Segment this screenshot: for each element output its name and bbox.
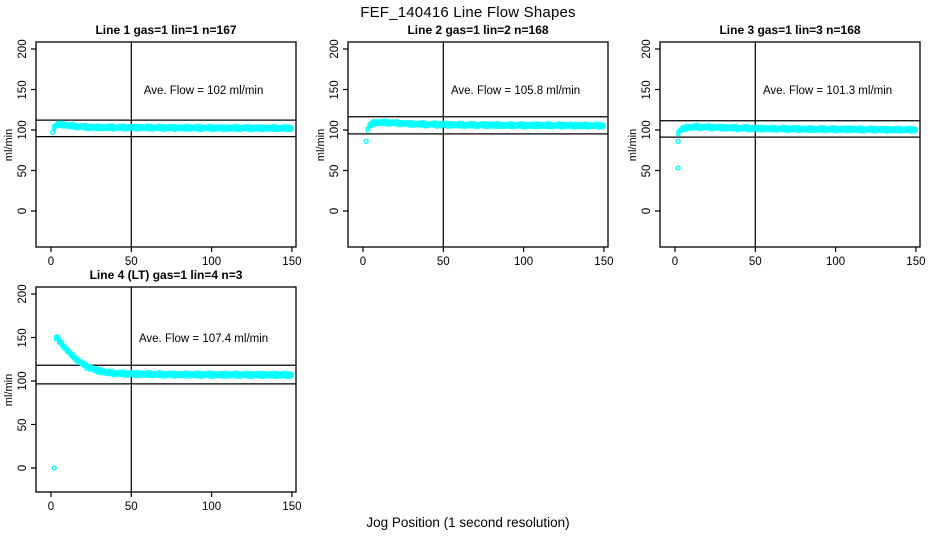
y-axis-unit-label: ml/min — [627, 128, 639, 161]
plot-box — [35, 286, 297, 493]
y-tick-label: 100 — [329, 120, 341, 140]
x-tick-label: 100 — [826, 256, 846, 268]
x-tick-label: 50 — [436, 256, 450, 268]
x-tick-label: 150 — [282, 501, 302, 513]
x-tick-label: 0 — [47, 501, 55, 513]
outlier-point — [675, 138, 681, 144]
x-tick-label: 150 — [906, 256, 926, 268]
y-tick-label: 200 — [641, 39, 653, 59]
x-tick-label: 150 — [594, 256, 614, 268]
ave-flow-annotation: Ave. Flow = 105.8 ml/min — [450, 85, 581, 98]
y-tick-label: 150 — [17, 327, 29, 348]
outlier-point — [49, 129, 56, 136]
y-axis-unit-label: ml/min — [315, 128, 327, 161]
data-points-group — [365, 118, 606, 133]
y-tick-label: 200 — [17, 284, 29, 304]
y-axis-unit-label: ml/min — [3, 373, 15, 406]
x-tick-label: 100 — [202, 501, 222, 513]
x-tick-label: 50 — [748, 256, 762, 268]
y-axis-unit-label: ml/min — [3, 128, 15, 161]
plot-box — [347, 41, 609, 248]
y-tick-label: 50 — [17, 164, 29, 177]
y-tick-label: 50 — [329, 164, 341, 177]
plot-box — [659, 41, 921, 248]
data-points-group — [52, 120, 294, 133]
y-tick-label: 0 — [17, 464, 29, 472]
ave-flow-annotation: Ave. Flow = 102 ml/min — [143, 85, 264, 98]
y-tick-label: 100 — [641, 120, 653, 140]
y-tick-label: 50 — [641, 164, 653, 177]
x-tick-label: 0 — [671, 256, 679, 268]
x-tick-label: 100 — [514, 256, 534, 268]
figure-title: FEF_140416 Line Flow Shapes — [360, 4, 576, 21]
y-tick-label: 150 — [329, 79, 341, 100]
outlier-point — [363, 138, 369, 144]
y-tick-label: 100 — [17, 120, 29, 140]
outlier-point — [51, 465, 57, 471]
x-tick-label: 150 — [282, 256, 302, 268]
data-points-group — [53, 334, 294, 380]
panel-title: Line 3 gas=1 lin=3 n=168 — [719, 23, 861, 37]
y-tick-label: 200 — [17, 39, 29, 59]
y-tick-label: 50 — [17, 418, 29, 431]
y-tick-label: 0 — [17, 207, 29, 215]
x-tick-label: 0 — [359, 256, 367, 268]
data-points-group — [676, 122, 918, 137]
y-tick-label: 0 — [329, 207, 341, 215]
y-tick-label: 0 — [641, 207, 653, 215]
panel-title: Line 4 (LT) gas=1 lin=4 n=3 — [89, 268, 243, 282]
outlier-point — [675, 165, 681, 171]
ave-flow-annotation: Ave. Flow = 101.3 ml/min — [762, 85, 893, 98]
y-tick-label: 150 — [641, 79, 653, 100]
x-tick-label: 100 — [202, 256, 222, 268]
y-tick-label: 150 — [17, 79, 29, 100]
y-tick-label: 200 — [329, 39, 341, 59]
panel-title: Line 2 gas=1 lin=2 n=168 — [407, 23, 549, 37]
x-tick-label: 50 — [124, 501, 138, 513]
x-axis-label: Jog Position (1 second resolution) — [366, 515, 570, 530]
x-tick-label: 50 — [124, 256, 138, 268]
y-tick-label: 100 — [17, 371, 29, 391]
ave-flow-annotation: Ave. Flow = 107.4 ml/min — [138, 333, 269, 346]
plot-box — [35, 41, 297, 248]
panel-title: Line 1 gas=1 lin=1 n=167 — [95, 23, 237, 37]
x-tick-label: 0 — [47, 256, 55, 268]
